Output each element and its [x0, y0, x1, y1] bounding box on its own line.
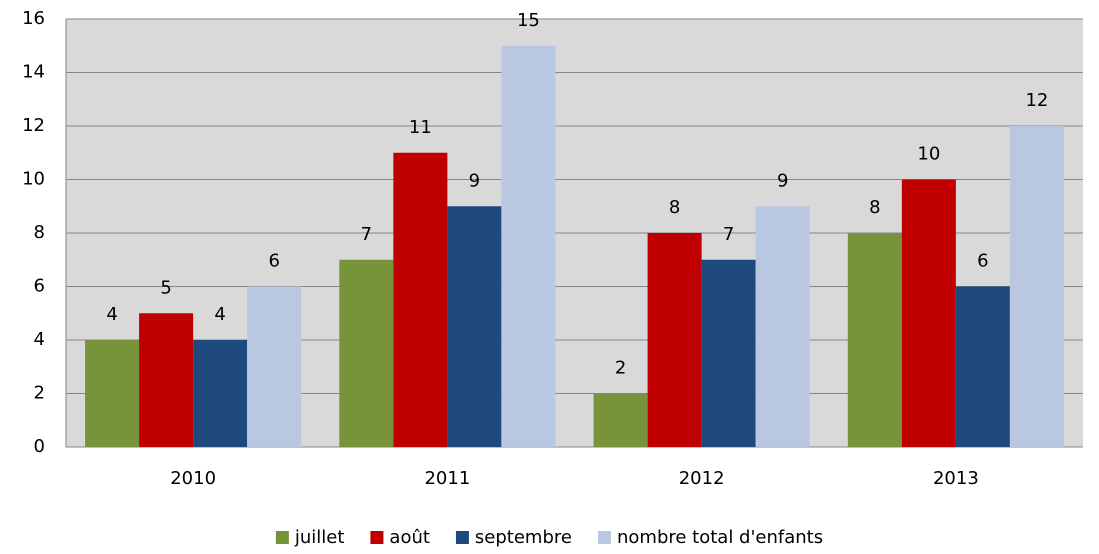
legend-label: septembre	[475, 527, 572, 548]
data-label: 12	[1025, 90, 1048, 111]
bar	[339, 259, 394, 447]
legend-label: août	[389, 527, 430, 548]
y-tick-label: 4	[34, 329, 45, 350]
y-tick-label: 12	[22, 115, 45, 136]
data-label: 8	[669, 197, 680, 218]
data-label: 11	[409, 117, 432, 138]
bar	[647, 233, 702, 447]
bar	[85, 340, 140, 447]
bar	[247, 286, 302, 447]
data-label: 7	[723, 224, 734, 245]
legend-swatch	[275, 531, 289, 544]
y-tick-label: 0	[34, 436, 45, 457]
data-label: 9	[469, 170, 480, 191]
legend-label: nombre total d'enfants	[617, 527, 823, 548]
legend-label: juillet	[294, 527, 345, 548]
data-label: 7	[361, 224, 372, 245]
bar	[755, 206, 810, 447]
legend-swatch	[455, 531, 469, 544]
bar	[139, 313, 194, 447]
data-label: 4	[106, 304, 117, 325]
bar	[847, 233, 902, 447]
bar	[447, 206, 502, 447]
bar	[393, 152, 448, 447]
y-tick-label: 16	[22, 8, 45, 29]
data-label: 15	[517, 10, 540, 31]
x-tick-label: 2011	[424, 468, 470, 489]
data-label: 6	[977, 251, 988, 272]
bar	[901, 179, 956, 447]
bar	[593, 393, 648, 447]
bar	[955, 286, 1010, 447]
bar	[1009, 126, 1064, 447]
data-label: 2	[615, 358, 626, 379]
data-label: 10	[917, 144, 940, 165]
y-tick-label: 10	[22, 169, 45, 190]
y-tick-label: 6	[34, 276, 45, 297]
y-tick-label: 8	[34, 222, 45, 243]
bar	[193, 340, 248, 447]
y-tick-label: 2	[34, 383, 45, 404]
data-label: 9	[777, 170, 788, 191]
data-label: 6	[268, 251, 279, 272]
legend-swatch	[370, 531, 384, 544]
y-tick-label: 14	[22, 62, 45, 83]
data-label: 4	[214, 304, 225, 325]
data-label: 5	[160, 277, 171, 298]
data-label: 8	[869, 197, 880, 218]
x-tick-label: 2010	[170, 468, 216, 489]
x-tick-label: 2013	[933, 468, 979, 489]
x-tick-label: 2012	[679, 468, 725, 489]
legend-swatch	[597, 531, 611, 544]
bar	[501, 45, 556, 447]
bar	[701, 259, 756, 447]
